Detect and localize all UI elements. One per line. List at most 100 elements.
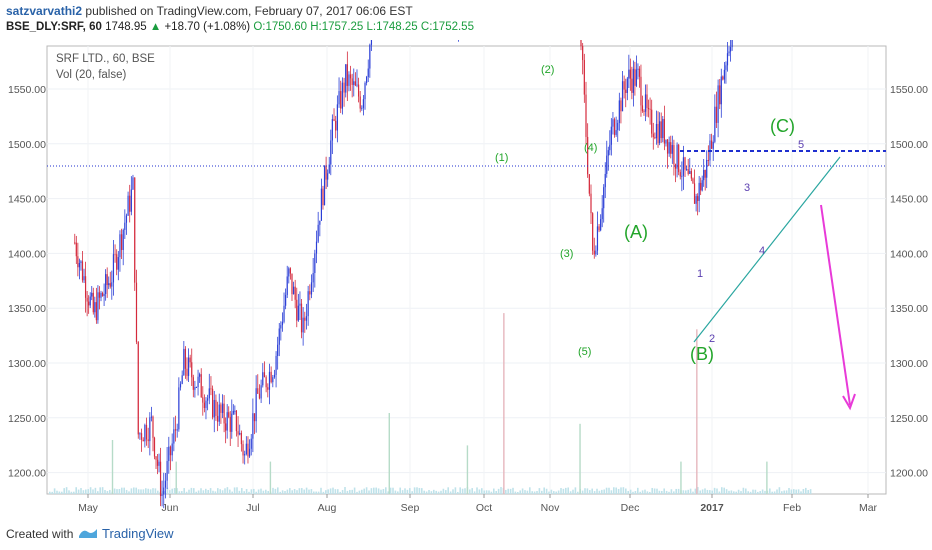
candle-body	[78, 262, 81, 268]
candle-body	[315, 241, 318, 254]
candle-body	[588, 174, 590, 194]
volume-bar	[363, 488, 365, 494]
tradingview-brand-link[interactable]: TradingView	[102, 526, 174, 541]
candle-body	[270, 371, 272, 383]
volume-bar	[488, 490, 490, 494]
candle-body	[657, 123, 659, 144]
candle-body	[179, 383, 182, 388]
candle-body	[106, 274, 108, 286]
candle-body	[200, 374, 202, 398]
x-tick-label: Aug	[318, 502, 337, 514]
candle-body	[127, 195, 129, 216]
volume-bar	[615, 487, 617, 494]
volume-bar	[718, 491, 721, 494]
volume-bar	[711, 490, 713, 494]
volume-bar	[289, 488, 291, 494]
candle-body	[700, 182, 702, 191]
volume-bar	[353, 487, 356, 494]
candle-body	[349, 74, 352, 79]
candle-body	[353, 81, 355, 85]
volume-bar	[305, 487, 308, 494]
volume-bar	[541, 490, 543, 494]
candle-body	[202, 397, 204, 403]
volume-bar	[461, 488, 464, 494]
volume-bar	[567, 487, 569, 494]
candle-body	[231, 413, 233, 432]
volume-bar	[610, 490, 613, 494]
close-value: C:1752.55	[420, 21, 474, 33]
candle-body	[582, 45, 584, 61]
volume-bar	[433, 489, 435, 494]
volume-bar	[188, 489, 190, 494]
volume-bar	[783, 490, 785, 494]
candle-body	[291, 273, 293, 295]
candle-body	[191, 362, 193, 378]
volume-bar	[147, 488, 149, 494]
candle-body	[322, 188, 324, 206]
volume-bar	[137, 489, 140, 494]
volume-bar	[668, 491, 670, 494]
candle-body	[89, 296, 91, 306]
candle-body	[338, 91, 340, 105]
candle-body	[255, 388, 257, 422]
volume-bar	[754, 489, 757, 494]
volume-bar	[58, 491, 61, 494]
candle-body	[139, 433, 141, 435]
x-tick-label: Sep	[401, 502, 420, 514]
volume-bar	[663, 488, 665, 494]
candle-body	[320, 188, 323, 221]
legend-title: SRF LTD., 60, BSE	[56, 53, 155, 65]
volume-bar	[761, 489, 764, 494]
volume-bar	[596, 488, 598, 494]
volume-bar	[413, 487, 416, 494]
candle-body	[655, 123, 658, 139]
volume-bar	[190, 487, 193, 494]
volume-bar	[795, 489, 797, 494]
candle-body	[659, 121, 661, 144]
candle-body	[205, 400, 207, 408]
candle-body	[234, 410, 236, 412]
candle-body	[124, 222, 126, 230]
volume-bar	[243, 491, 245, 494]
volume-bar	[601, 489, 603, 494]
volume-bar	[397, 491, 399, 494]
candle-body	[75, 242, 77, 257]
volume-bar	[742, 487, 745, 494]
volume-bar	[478, 489, 481, 494]
volume-bar	[99, 487, 101, 494]
subwave-label-1: 1	[697, 268, 703, 280]
volume-bar	[670, 489, 673, 494]
volume-bar	[517, 491, 519, 494]
volume-bar	[435, 490, 437, 494]
candle-body	[168, 446, 170, 462]
volume-bar	[176, 488, 178, 494]
candle-body	[689, 171, 691, 174]
volume-spike	[388, 413, 390, 494]
volume-bar	[512, 487, 514, 494]
y-tick-label-right: 1350.00	[890, 303, 928, 315]
volume-spike	[696, 329, 698, 494]
candle-body	[120, 234, 123, 250]
volume-bar	[130, 488, 133, 494]
volume-bar	[224, 488, 226, 494]
volume-bar	[490, 491, 493, 494]
candle-body	[232, 410, 234, 414]
volume-bar	[469, 489, 471, 494]
candle-body	[263, 372, 266, 378]
volume-bar	[70, 491, 73, 494]
candle-body	[336, 104, 338, 131]
volume-bar	[694, 488, 697, 494]
volume-bar	[277, 487, 279, 494]
candle-body	[687, 169, 689, 174]
candle-body	[215, 399, 217, 416]
volume-bar	[226, 487, 229, 494]
volume-bar	[291, 490, 293, 494]
author-link[interactable]: satzvarvathi2	[6, 4, 83, 18]
volume-bar	[521, 488, 524, 494]
candle-body	[125, 215, 128, 223]
candle-body	[646, 94, 648, 108]
candle-body	[609, 144, 611, 151]
candle-body	[199, 374, 201, 377]
price-chart[interactable]: (1) (2) (3) (4) (5) (A) (B) (C) 1 2 3 4 …	[0, 40, 932, 518]
volume-bar	[562, 488, 565, 494]
